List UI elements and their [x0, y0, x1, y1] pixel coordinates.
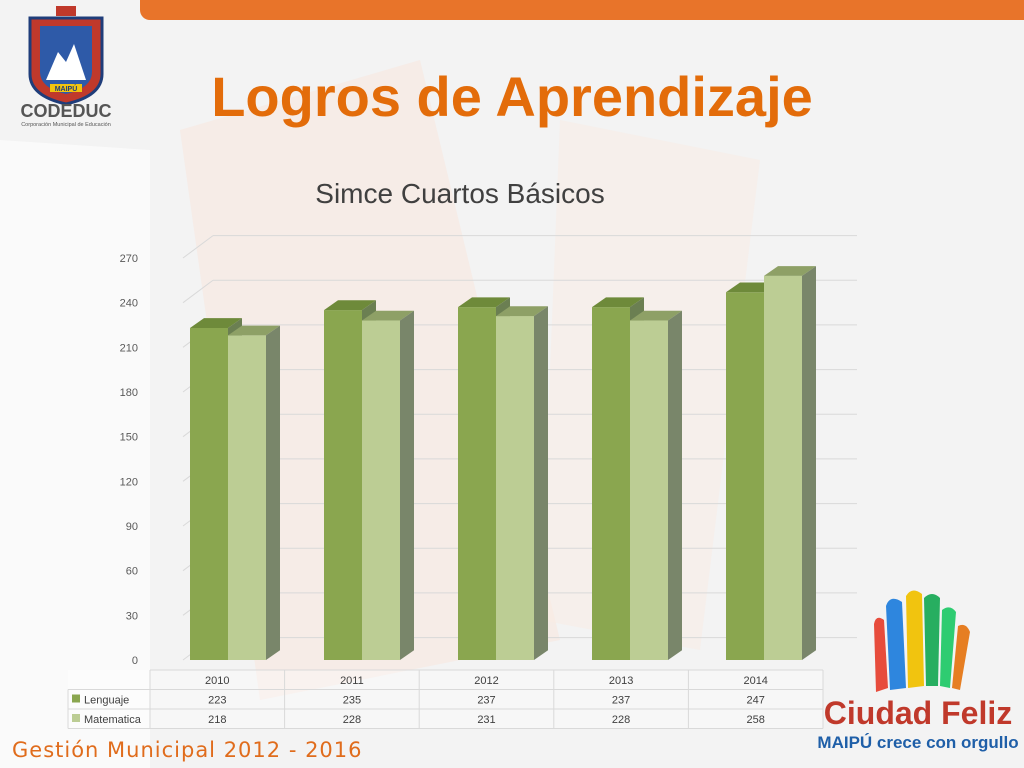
bar-side	[668, 310, 682, 660]
chart-title: Simce Cuartos Básicos	[315, 178, 605, 209]
svg-text:MAIPÚ crece con orgullo: MAIPÚ crece con orgullo	[818, 733, 1019, 752]
table-value: 247	[747, 695, 765, 707]
table-value: 228	[612, 714, 630, 726]
bar-front	[592, 307, 630, 660]
bar-matematica-2010	[228, 325, 280, 660]
bar-side	[802, 266, 816, 660]
y-axis-ticks: 0 30 60 90 120 150 180 210 240 270	[120, 253, 138, 667]
legend-label: Lenguaje	[84, 695, 129, 707]
gridline-depth	[182, 235, 214, 259]
y-tick-label: 120	[120, 476, 138, 488]
table-value: 237	[612, 695, 630, 707]
legend-swatch-matematica	[72, 714, 80, 722]
footer-text: Gestión Municipal 2012 - 2016	[12, 738, 363, 762]
y-tick-label: 30	[126, 610, 138, 622]
x-tick-label: 2014	[743, 675, 767, 687]
page-title: Logros de Aprendizaje	[211, 65, 813, 128]
bar-matematica-2013	[630, 310, 682, 660]
ciudad-feliz-logo: Ciudad Feliz MAIPÚ crece con orgullo	[818, 590, 1019, 752]
bar-front	[324, 310, 362, 660]
bar-matematica-2012	[496, 306, 548, 660]
bar-matematica-2014	[764, 266, 816, 660]
table-value: 235	[343, 695, 361, 707]
bar-front	[458, 307, 496, 660]
bar-top	[458, 297, 510, 308]
table-value: 223	[208, 695, 226, 707]
svg-text:CODEDUC: CODEDUC	[20, 101, 111, 121]
gridline-depth	[182, 279, 214, 304]
table-value: 237	[477, 695, 495, 707]
y-tick-label: 0	[132, 655, 138, 667]
bar-top	[630, 310, 682, 321]
bar-top	[324, 300, 376, 311]
legend-swatch-lenguaje	[72, 694, 80, 703]
x-tick-label: 2012	[474, 675, 498, 687]
x-tick-label: 2011	[340, 675, 364, 687]
bar-top	[228, 325, 280, 336]
y-tick-label: 210	[120, 342, 138, 354]
bar-side	[266, 325, 280, 660]
codeduc-logo: MAIPÚ CODEDUC Corporación Municipal de E…	[20, 6, 112, 128]
y-tick-label: 270	[120, 253, 138, 265]
bar-matematica-2011	[362, 310, 414, 660]
bar-top	[190, 318, 242, 328]
table-value: 258	[747, 714, 765, 726]
svg-text:Corporación Municipal de Educa: Corporación Municipal de Educación	[21, 122, 111, 128]
bar-front	[190, 327, 228, 660]
data-table: 2010 2011 2012 2013 2014 Lenguaje 223 235 237 237…	[67, 669, 824, 729]
legend-label: Matematica	[84, 714, 142, 726]
shield-icon	[28, 6, 104, 106]
bar-front	[764, 275, 802, 660]
bar-top	[592, 297, 644, 308]
x-tick-label: 2010	[205, 675, 229, 687]
table-value: 218	[208, 714, 226, 726]
table-value: 231	[477, 714, 495, 726]
bar-front	[630, 320, 668, 660]
bar-side	[400, 310, 414, 660]
y-tick-label: 240	[120, 298, 138, 310]
x-tick-label: 2013	[609, 675, 633, 687]
bar-top	[764, 266, 816, 276]
bar-top	[496, 306, 548, 317]
table-value: 228	[343, 714, 361, 726]
table-bg	[68, 670, 823, 729]
y-tick-label: 90	[126, 521, 138, 533]
bar-front	[362, 320, 400, 660]
bar-front	[496, 316, 534, 660]
y-tick-label: 150	[120, 432, 138, 444]
bar-side	[534, 306, 548, 660]
bar-top	[362, 310, 414, 321]
chart-bars	[190, 266, 816, 660]
top-accent-bar	[140, 0, 1024, 20]
bar-front	[726, 292, 764, 660]
ciudad-feliz-icon	[874, 590, 970, 692]
y-tick-label: 180	[120, 387, 138, 399]
bar-front	[228, 335, 266, 660]
svg-text:Ciudad Feliz: Ciudad Feliz	[824, 695, 1012, 731]
y-tick-label: 60	[126, 566, 138, 578]
svg-text:MAIPÚ: MAIPÚ	[55, 84, 78, 93]
